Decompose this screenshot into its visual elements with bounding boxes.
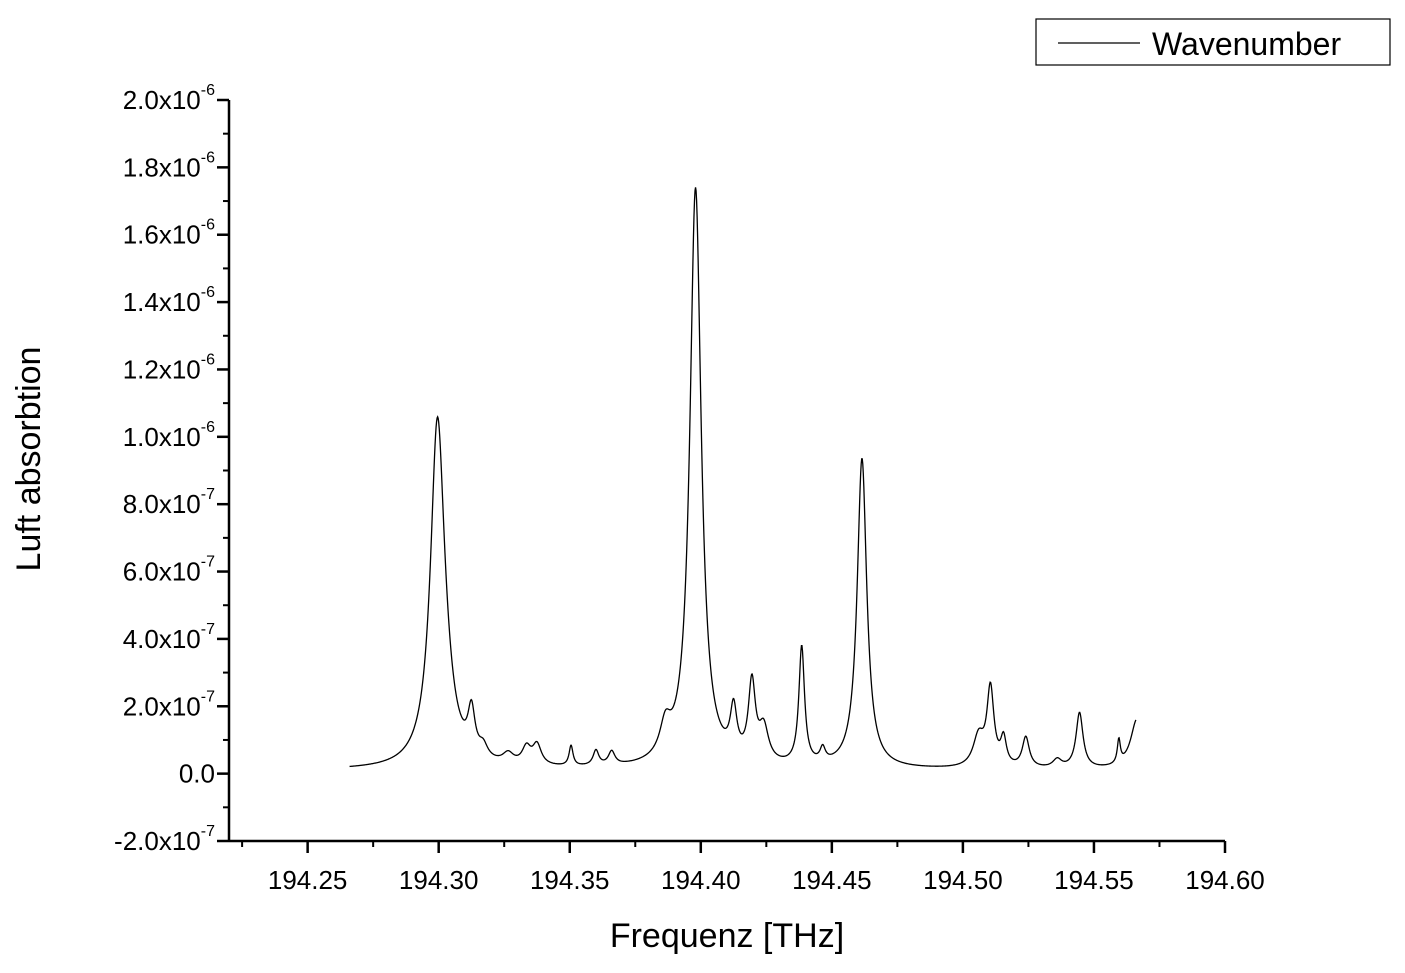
x-tick-label: 194.60 [1185,865,1265,895]
y-tick-label: 2.0x10-6 [123,82,215,115]
x-tick-label: 194.40 [661,865,741,895]
y-tick-label: 2.0x10-7 [123,688,215,721]
y-tick-label: -2.0x10-7 [114,823,215,856]
legend-label: Wavenumber [1152,26,1341,62]
axes: -2.0x10-7 0.0 2.0x10-7 4.0x10-7 6.0x10-7 8.0x… [114,82,1265,895]
y-tick-label: 1.4x10-6 [123,284,215,317]
y-tick-label: 8.0x10-7 [123,486,215,519]
legend: Wavenumber [1035,18,1391,66]
y-tick-label: 1.6x10-6 [123,217,215,250]
y-tick-label: 6.0x10-7 [123,554,215,587]
series-line-wavenumber [349,187,1137,768]
x-axis-title: Frequenz [THz] [610,917,844,955]
x-tick-label: 194.30 [399,865,479,895]
y-tick-label: 1.2x10-6 [123,351,215,384]
y-tick-label: 0.0 [179,759,215,789]
x-tick-label: 194.25 [268,865,348,895]
y-tick-label: 1.8x10-6 [123,149,215,182]
y-axis-title: Luft absorbtion [10,347,48,572]
x-tick-label: 194.35 [530,865,610,895]
x-tick-label: 194.55 [1054,865,1134,895]
x-tick-label: 194.45 [792,865,872,895]
y-tick-label: 1.0x10-6 [123,419,215,452]
x-tick-label: 194.50 [923,865,1003,895]
legend-box [1035,18,1391,66]
series-layer [349,187,1137,768]
y-tick-label: 4.0x10-7 [123,621,215,654]
